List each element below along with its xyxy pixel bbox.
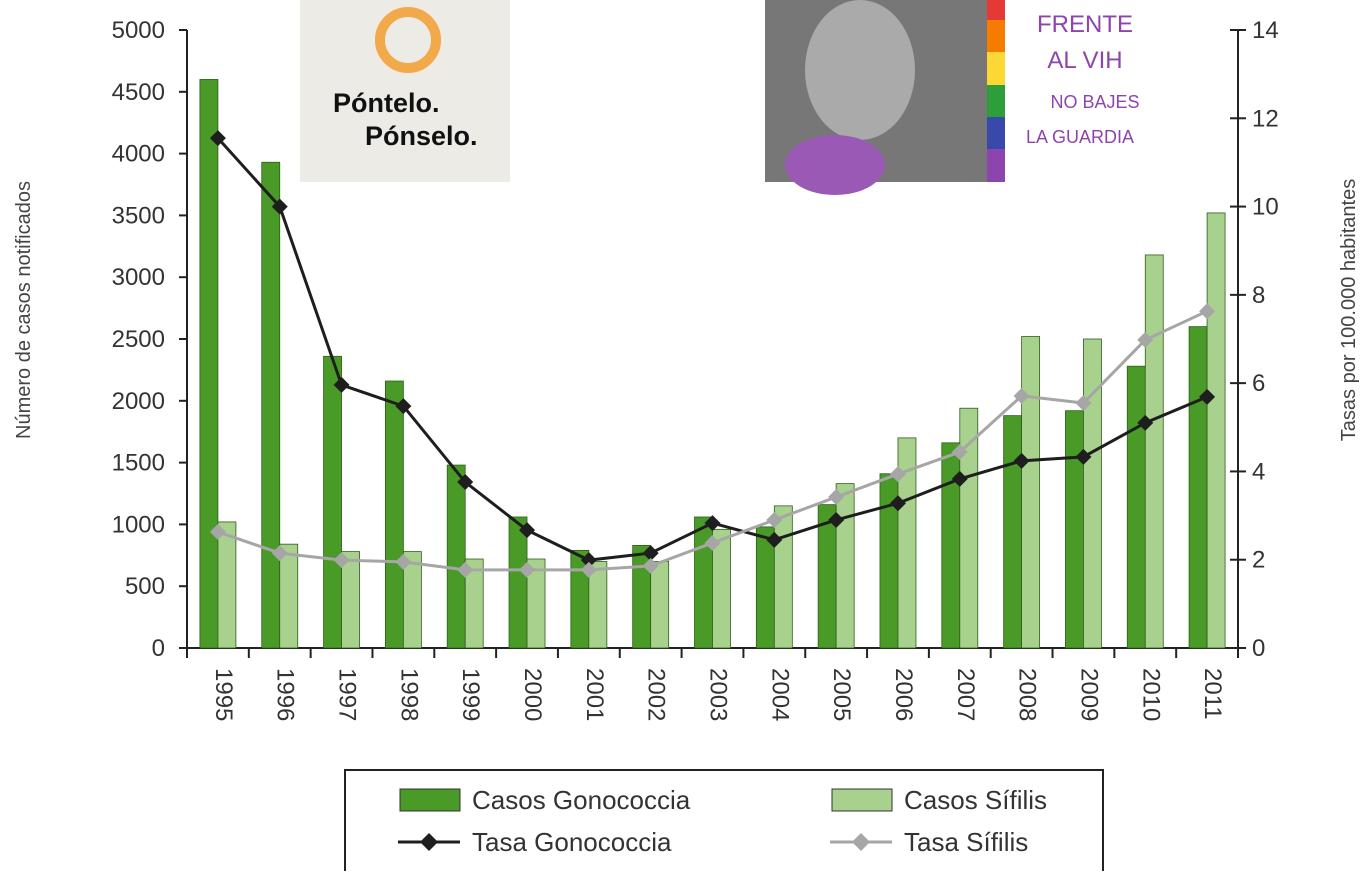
bar	[509, 517, 527, 648]
legend-label: Casos Gonococcia	[472, 785, 691, 815]
x-tick-label: 2006	[890, 668, 917, 721]
x-tick-label: 1995	[210, 668, 237, 721]
legend-swatch	[832, 789, 892, 811]
bar	[942, 443, 960, 648]
x-tick-label: 2007	[952, 668, 979, 721]
x-tick-label: 2003	[705, 668, 732, 721]
poster-stripe	[987, 149, 1005, 182]
bar	[1207, 213, 1225, 648]
y-tick-label: 2000	[112, 388, 165, 415]
y-tick-label: 3000	[112, 264, 165, 291]
y2-tick-label: 2	[1252, 547, 1265, 574]
y2-tick-label: 14	[1252, 17, 1279, 44]
x-tick-label: 2008	[1014, 668, 1041, 721]
bar	[447, 465, 465, 648]
legend-label: Casos Sífilis	[904, 785, 1047, 815]
y2-tick-label: 6	[1252, 370, 1265, 397]
x-tick-label: 2002	[643, 668, 670, 721]
poster-text: Pónselo.	[365, 121, 478, 151]
bar	[1004, 416, 1022, 648]
poster-vih: FRENTE AL VIH NO BAJES LA GUARDIA	[765, 0, 1140, 195]
bar	[342, 552, 360, 648]
y2-tick-label: 8	[1252, 282, 1265, 309]
poster-condom: Póntelo. Pónselo.	[300, 0, 510, 182]
x-tick-label: 2010	[1137, 668, 1164, 721]
y-tick-label: 4000	[112, 141, 165, 168]
x-tick-label: 1996	[272, 668, 299, 721]
bar	[1189, 327, 1207, 648]
y2-tick-label: 0	[1252, 635, 1265, 662]
bar	[1065, 411, 1083, 648]
chart: Póntelo. Pónselo. FRENTE AL VIH NO BAJES…	[0, 0, 1365, 871]
x-tick-label: 2005	[828, 668, 855, 721]
poster-stripe	[987, 85, 1005, 117]
poster-photo	[785, 135, 885, 195]
poster-text: Póntelo.	[333, 88, 440, 118]
y2-tick-label: 4	[1252, 458, 1265, 485]
y-tick-label: 5000	[112, 17, 165, 44]
bar	[836, 484, 854, 648]
bar	[651, 561, 669, 648]
bar	[385, 381, 403, 648]
bar	[218, 522, 236, 648]
y-axis-label: Número de casos notificados	[13, 181, 35, 439]
legend-label: Tasa Sífilis	[904, 827, 1028, 857]
poster-text: FRENTE	[1037, 11, 1133, 38]
bar	[200, 79, 218, 648]
x-tick-label: 1999	[457, 668, 484, 721]
poster-stripe	[987, 52, 1005, 85]
poster-stripe	[987, 0, 1005, 20]
bar	[1145, 255, 1163, 648]
y2-tick-label: 12	[1252, 105, 1279, 132]
poster-stripe	[987, 20, 1005, 52]
y-tick-label: 1500	[112, 450, 165, 477]
poster-text: LA GUARDIA	[1026, 127, 1134, 147]
line	[218, 138, 1207, 560]
y2-tick-label: 10	[1252, 194, 1279, 221]
legend-swatch	[400, 789, 460, 811]
bar	[262, 162, 280, 648]
x-tick-label: 2000	[519, 668, 546, 721]
bar	[324, 356, 342, 648]
y-tick-label: 2500	[112, 326, 165, 353]
x-tick-label: 2011	[1199, 668, 1226, 720]
y-tick-label: 3500	[112, 202, 165, 229]
legend-label: Tasa Gonococcia	[472, 827, 672, 857]
y-tick-label: 0	[152, 635, 165, 662]
y-tick-label: 500	[125, 573, 165, 600]
bar	[280, 544, 298, 648]
bar	[774, 506, 792, 648]
poster-photo	[805, 0, 915, 140]
x-tick-label: 2001	[581, 668, 608, 721]
poster-text: NO BAJES	[1050, 92, 1139, 112]
bar	[695, 517, 713, 648]
y2-axis-label: Tasas por 100.000 habitantes	[1338, 179, 1360, 441]
bar	[1022, 337, 1040, 648]
y-tick-label: 1000	[112, 511, 165, 538]
poster-stripe	[987, 117, 1005, 149]
x-tick-label: 1997	[334, 668, 361, 721]
x-tick-label: 1998	[395, 668, 422, 721]
bar	[1127, 366, 1145, 648]
x-tick-label: 2009	[1075, 668, 1102, 721]
y-tick-label: 4500	[112, 79, 165, 106]
x-tick-label: 2004	[766, 668, 793, 721]
poster-text: AL VIH	[1047, 47, 1122, 74]
